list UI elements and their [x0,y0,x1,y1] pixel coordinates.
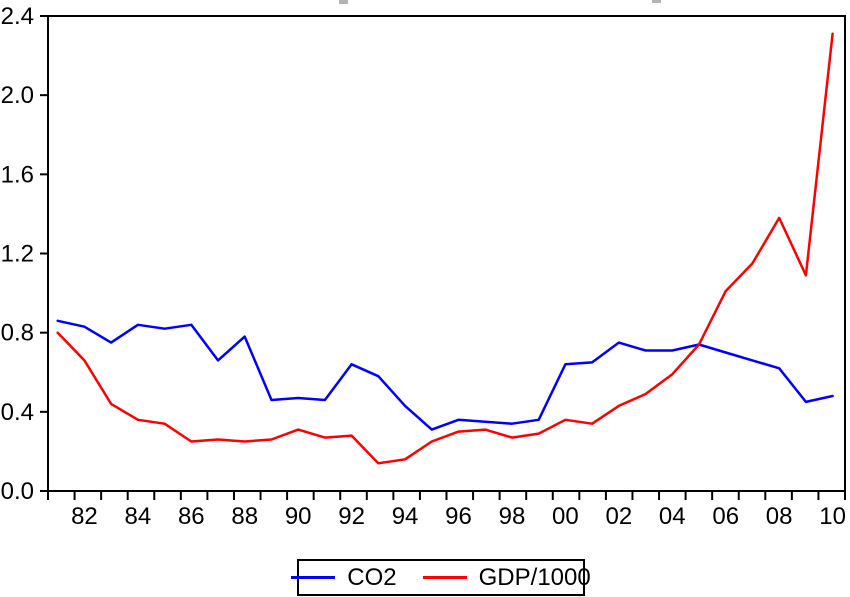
cropped-title-artifact [339,0,348,4]
x-tick-label: 86 [178,503,205,530]
legend-label-gdp: GDP/1000 [478,563,591,591]
x-tick-label: 84 [125,503,152,530]
cropped-title-artifact [652,0,661,3]
x-tick-label: 88 [231,503,258,530]
x-tick-label: 06 [712,503,739,530]
y-tick-label: 2.0 [1,82,34,109]
legend-entry-co2: CO2 [291,563,397,591]
chart-plot-area: 0.0 0.4 0.8 1.2 1.6 2.0 2.4 82 84 86 88 90 92 94 96 98 0… [1,3,846,530]
x-tick-label: 10 [819,503,846,530]
x-tick-label: 90 [285,503,312,530]
series-line-gdp-1000 [56,32,834,465]
y-tick-label: 2.4 [1,3,34,30]
gdp-line-swatch [422,576,467,579]
co2-line-swatch [291,576,336,579]
series-line-co2 [56,319,834,431]
x-tick-label: 00 [552,503,579,530]
x-tick-label: 98 [499,503,526,530]
chart-legend: CO2 GDP/1000 [291,559,591,596]
y-tick-label: 0.8 [1,320,34,347]
legend-entry-gdp: GDP/1000 [422,563,591,591]
x-tick-label: 02 [605,503,632,530]
x-tick-label: 96 [445,503,472,530]
x-tick-label: 82 [71,503,98,530]
x-tick-label: 92 [338,503,365,530]
y-tick-label: 0.4 [1,399,34,426]
y-tick-label: 1.2 [1,241,34,268]
x-tick-label: 94 [392,503,419,530]
x-tick-label: 08 [766,503,793,530]
plot-frame [47,15,846,492]
y-tick-label: 1.6 [1,161,34,188]
x-tick-label: 04 [659,503,686,530]
legend-label-co2: CO2 [347,563,397,591]
y-tick-label: 0.0 [1,478,34,505]
